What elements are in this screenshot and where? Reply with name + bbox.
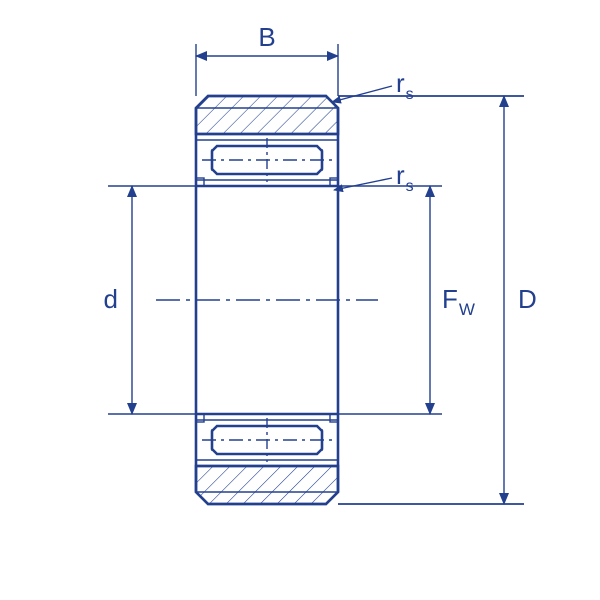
- label-rs-mid: rs: [396, 160, 414, 195]
- bearing-diagram: Brs rs d FW D: [0, 0, 600, 600]
- leader-rs-mid: [334, 178, 392, 190]
- label-B: B: [258, 22, 275, 52]
- label-rs-top: rs: [396, 68, 414, 103]
- label-D: D: [518, 284, 537, 314]
- outer-ring-bottom: [196, 466, 338, 504]
- label-d: d: [104, 284, 118, 314]
- label-Fw: FW: [442, 284, 475, 319]
- outer-ring-top: [196, 96, 338, 134]
- leader-rs-top: [332, 86, 392, 102]
